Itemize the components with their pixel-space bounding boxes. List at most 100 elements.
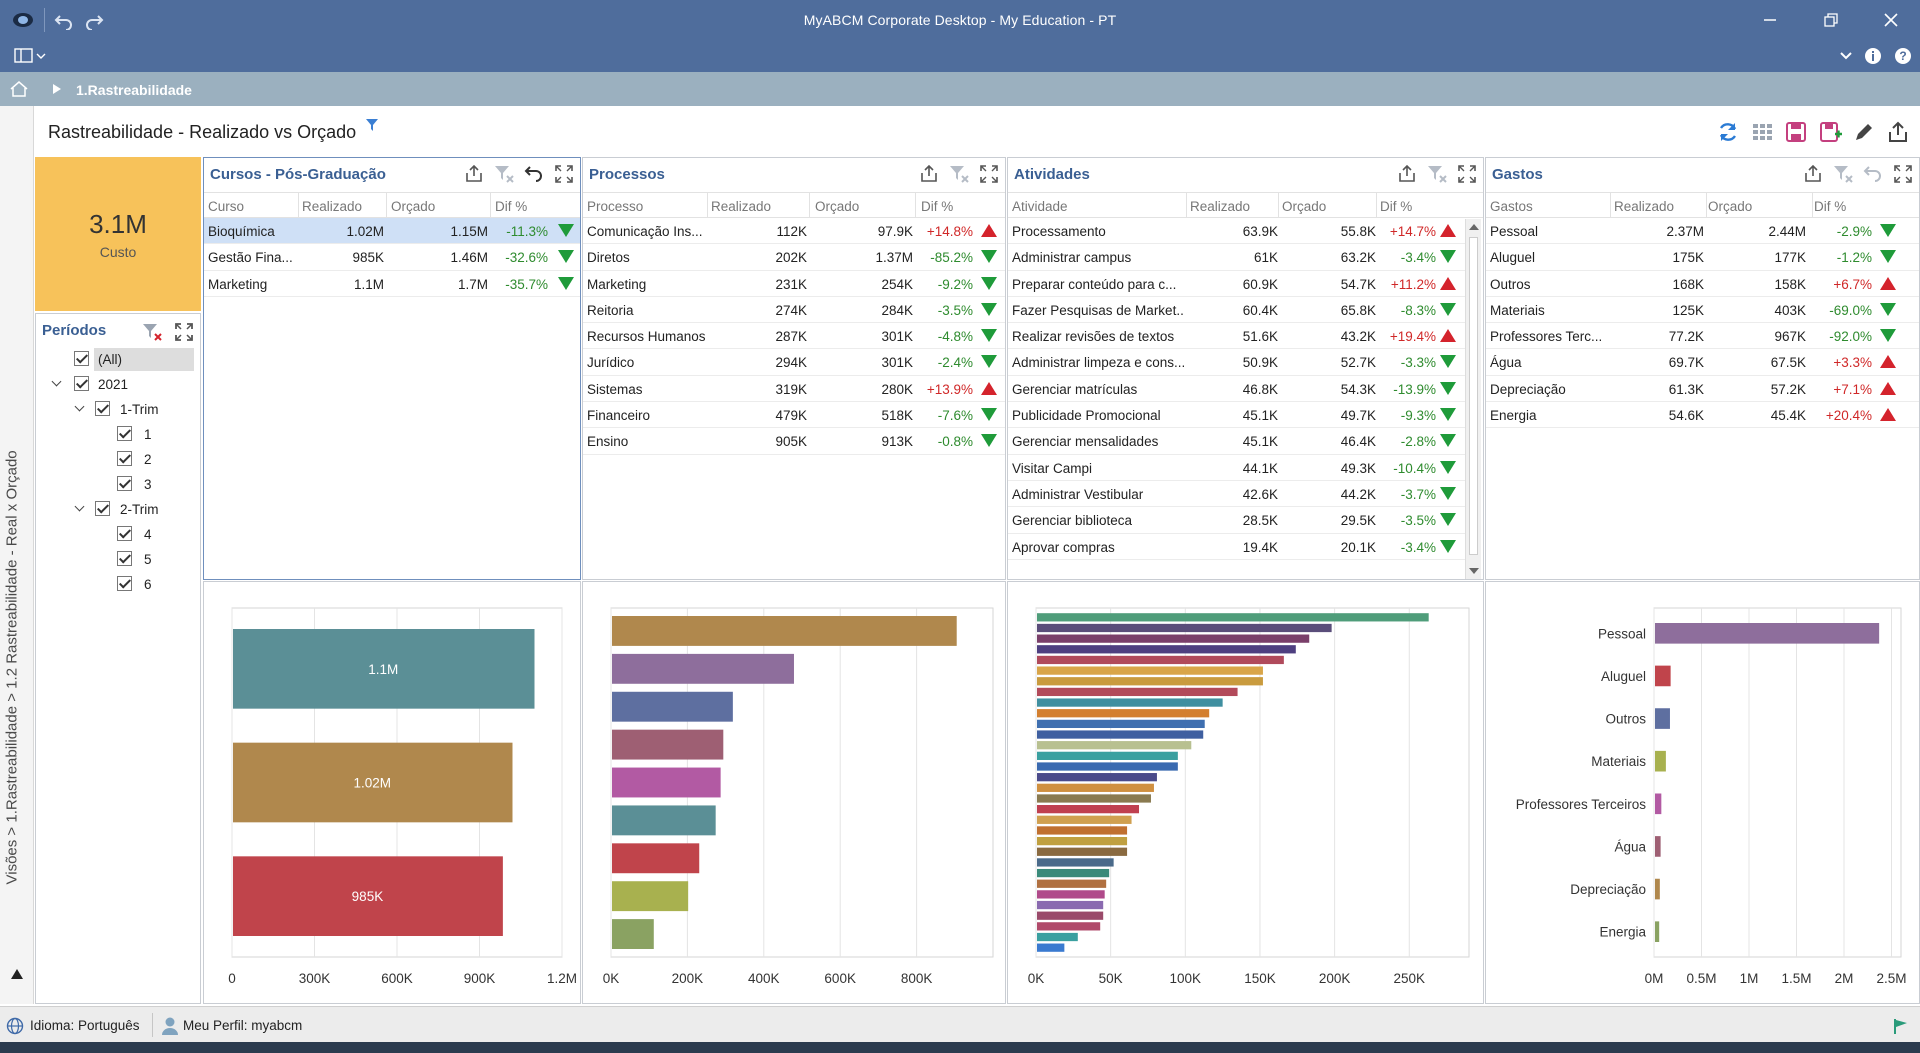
bar[interactable] [1037,698,1223,707]
table-row[interactable]: Administrar campus 61K 63.2K -3.4% [1008,244,1465,271]
maximize-icon[interactable] [1893,164,1913,184]
table-row[interactable]: Bioquímica 1.02M 1.15M -11.3% [204,218,580,245]
edit-icon[interactable] [1852,120,1876,144]
column-separator[interactable] [809,193,810,217]
bar[interactable] [1655,793,1662,815]
scroll-thumb[interactable] [1469,237,1478,555]
tree-item-1[interactable]: 1 [36,425,202,445]
bar[interactable] [1037,932,1078,942]
tree-item-2021[interactable]: 2021 [36,375,202,395]
table-row[interactable]: Gerenciar mensalidades 45.1K 46.4K -2.8% [1008,428,1465,455]
bar[interactable] [612,729,724,760]
bar[interactable] [612,919,654,949]
flag-icon[interactable] [1892,1017,1910,1035]
bar[interactable] [1037,783,1154,792]
bar[interactable] [1037,634,1310,643]
table-row[interactable]: Financeiro 479K 518K -7.6% [583,402,1005,429]
table-row[interactable]: Depreciação 61.3K 57.2K +7.1% [1486,376,1919,403]
bar[interactable] [612,805,716,836]
column-header[interactable]: Dif % [1814,199,1847,214]
bar[interactable] [1655,623,1880,644]
bar[interactable] [1037,815,1132,824]
bar[interactable] [1037,911,1104,920]
vertical-scrollbar[interactable] [1465,219,1481,579]
column-header[interactable]: Orçado [1708,199,1753,214]
tree-item-2-trim[interactable]: 2-Trim [36,500,202,520]
clear-filter-icon[interactable] [949,164,969,184]
column-header[interactable]: Orçado [1282,199,1327,214]
play-icon[interactable] [52,83,62,95]
bar[interactable] [1655,836,1661,857]
bar[interactable] [1037,858,1114,867]
bar[interactable] [1037,751,1178,760]
tree-item-all[interactable]: (All) [36,350,202,370]
table-row[interactable]: Fazer Pesquisas de Market... 60.4K 65.8K -8… [1008,297,1465,324]
export-icon[interactable] [1886,120,1910,144]
bar[interactable] [1037,730,1204,739]
checkbox[interactable] [95,501,110,516]
close-icon[interactable] [1883,12,1899,28]
bar[interactable] [1037,794,1151,803]
bar[interactable] [1037,900,1104,910]
bar[interactable] [612,881,689,912]
bar[interactable] [1655,708,1670,729]
table-row[interactable]: Água 69.7K 67.5K +3.3% [1486,349,1919,376]
bar[interactable] [1037,836,1128,846]
bar[interactable] [612,653,794,684]
column-header[interactable]: Dif % [921,199,954,214]
bar[interactable] [1037,687,1238,697]
column-header[interactable]: Realizado [302,199,363,214]
table-row[interactable]: Recursos Humanos 287K 301K -4.8% [583,323,1005,350]
views-strip[interactable]: Visões > 1.Rastreabilidade > 1.2 Rastrea… [0,106,34,1004]
bar[interactable] [1037,719,1205,729]
table-row[interactable]: Sistemas 319K 280K +13.9% [583,376,1005,403]
home-icon[interactable] [9,80,29,98]
tree-item-3[interactable]: 3 [36,475,202,495]
info-icon[interactable] [1864,47,1882,65]
tree-item-2[interactable]: 2 [36,450,202,470]
column-separator[interactable] [1610,193,1611,217]
column-separator[interactable] [1278,193,1279,217]
bar[interactable] [612,843,700,874]
chevron-down-icon[interactable] [51,376,62,387]
bar[interactable] [1655,665,1671,687]
clear-filter-icon[interactable] [494,164,514,184]
export-icon[interactable] [1397,164,1417,184]
bar[interactable] [233,856,503,936]
checkbox[interactable] [117,451,132,466]
table-row[interactable]: Visitar Campi 44.1K 49.3K -10.4% [1008,455,1465,481]
chevron-down-icon[interactable] [74,501,85,512]
column-header[interactable]: Orçado [391,199,436,214]
tree-item-5[interactable]: 5 [36,550,202,570]
bar[interactable] [1037,847,1128,856]
maximize-icon[interactable] [554,164,574,184]
bar[interactable] [1037,890,1105,899]
table-row[interactable]: Energia 54.6K 45.4K +20.4% [1486,402,1919,429]
table-row[interactable]: Materiais 125K 403K -69.0% [1486,297,1919,324]
column-separator[interactable] [1376,193,1377,217]
checkbox[interactable] [74,376,89,391]
bar[interactable] [1655,878,1660,900]
clear-filter-icon[interactable] [1833,164,1853,184]
bar[interactable] [233,629,535,709]
table-row[interactable]: Marketing 231K 254K -9.2% [583,271,1005,297]
table-row[interactable]: Gerenciar biblioteca 28.5K 29.5K -3.5% [1008,507,1465,534]
bar[interactable] [1037,762,1178,771]
triangle-up-icon[interactable] [10,968,24,980]
bar[interactable] [612,616,957,646]
bar[interactable] [1037,805,1140,814]
column-separator[interactable] [490,193,491,217]
bar[interactable] [233,742,513,823]
maximize-icon[interactable] [1457,164,1477,184]
bar[interactable] [1037,943,1065,952]
table-row[interactable]: Processamento 63.9K 55.8K +14.7% [1008,218,1465,245]
column-header[interactable]: Realizado [1614,199,1675,214]
profile-status[interactable]: Meu Perfil: myabcm [183,1018,303,1033]
minimize-icon[interactable] [1762,12,1778,28]
column-separator[interactable] [298,193,299,217]
bar[interactable] [1037,741,1192,750]
kpi-card[interactable]: 3.1M Custo [35,157,201,311]
undo-icon[interactable] [524,164,544,184]
bar[interactable] [1037,645,1296,654]
language-status[interactable]: Idioma: Português [30,1018,140,1033]
